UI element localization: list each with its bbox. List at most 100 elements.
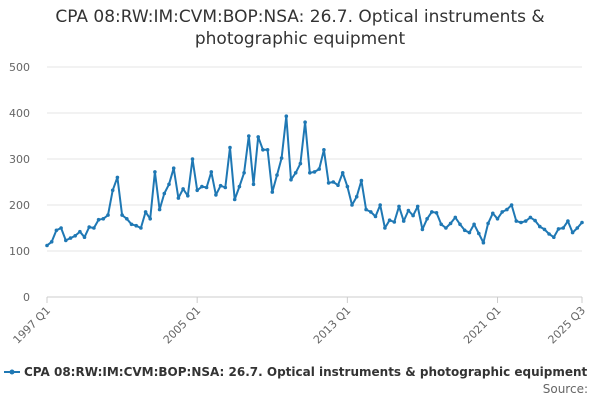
- data-point: [359, 178, 364, 183]
- data-point: [279, 156, 284, 160]
- data-point: [167, 182, 171, 187]
- data-point: [64, 238, 68, 243]
- data-point: [500, 210, 505, 214]
- x-axis: 1997 Q1 2005 Q1 2013 Q1 2021 Q1 2025 Q3: [11, 297, 589, 347]
- data-point: [509, 203, 514, 207]
- legend-label: CPA 08:RW:IM:CVM:BOP:NSA: 26.7. Optical …: [24, 365, 588, 379]
- data-point: [415, 204, 420, 209]
- data-point: [477, 231, 481, 236]
- data-point: [458, 222, 462, 227]
- data-point: [378, 203, 383, 207]
- data-point: [143, 210, 148, 214]
- data-point: [350, 203, 354, 207]
- data-point: [247, 134, 251, 138]
- data-point: [369, 210, 373, 214]
- data-point: [514, 219, 519, 223]
- x-tick-label: 2025 Q3: [546, 304, 589, 347]
- y-tick-label: 0: [23, 291, 30, 304]
- data-point: [49, 240, 54, 244]
- data-point: [209, 170, 214, 174]
- data-point: [317, 167, 322, 171]
- legend-swatch-marker: [9, 369, 15, 375]
- data-point: [364, 207, 368, 212]
- data-point: [293, 171, 298, 175]
- data-point: [519, 220, 523, 225]
- data-point: [392, 220, 397, 224]
- data-point: [495, 217, 500, 221]
- source-label: Source:: [542, 382, 588, 396]
- data-point: [214, 193, 218, 197]
- data-point: [232, 197, 237, 202]
- legend[interactable]: CPA 08:RW:IM:CVM:BOP:NSA: 26.7. Optical …: [4, 365, 588, 379]
- x-tick-label: 1997 Q1: [11, 304, 54, 347]
- data-point: [106, 213, 110, 217]
- data-point: [256, 135, 261, 139]
- data-point: [251, 182, 256, 187]
- data-point: [261, 148, 265, 152]
- data-point: [322, 148, 326, 152]
- data-point: [570, 230, 575, 235]
- data-point: [275, 173, 279, 177]
- data-point: [538, 224, 542, 229]
- data-point: [96, 217, 101, 222]
- series-group: [45, 114, 584, 248]
- y-tick-label: 400: [9, 107, 30, 120]
- data-point: [397, 204, 401, 209]
- data-point: [139, 226, 143, 230]
- data-point: [228, 145, 232, 150]
- data-point: [406, 208, 411, 213]
- data-point: [547, 232, 551, 236]
- data-point: [87, 225, 91, 229]
- data-point: [556, 227, 561, 231]
- data-point: [472, 222, 476, 227]
- data-point: [270, 190, 275, 194]
- data-point: [223, 185, 228, 190]
- y-axis: 0 100 200 300 400 500: [9, 61, 30, 304]
- data-point: [528, 215, 533, 220]
- data-point: [284, 114, 289, 118]
- data-point: [162, 191, 167, 196]
- data-point: [101, 217, 106, 221]
- data-point: [190, 157, 195, 161]
- data-point: [448, 221, 453, 226]
- data-point: [467, 230, 472, 235]
- data-point: [345, 184, 350, 189]
- data-point: [157, 207, 162, 212]
- data-point: [444, 226, 448, 230]
- data-point: [533, 218, 537, 223]
- data-point: [153, 170, 157, 174]
- data-point: [110, 188, 115, 193]
- data-point: [125, 217, 129, 221]
- x-tick-label: 2005 Q1: [161, 304, 204, 347]
- data-point: [134, 223, 138, 228]
- data-point: [115, 175, 120, 180]
- data-point: [237, 184, 242, 189]
- data-point: [542, 227, 547, 232]
- data-point: [434, 211, 439, 215]
- data-point: [383, 226, 387, 230]
- chart-title-line-2: photographic equipment: [194, 29, 406, 49]
- chart-title-line-1: CPA 08:RW:IM:CVM:BOP:NSA: 26.7. Optical …: [55, 7, 545, 27]
- chart-title: CPA 08:RW:IM:CVM:BOP:NSA: 26.7. Optical …: [0, 6, 600, 50]
- data-point: [59, 226, 63, 230]
- data-point: [575, 226, 580, 230]
- data-point: [566, 219, 570, 223]
- data-point: [420, 227, 425, 232]
- data-point: [486, 221, 490, 226]
- data-point: [129, 222, 134, 227]
- data-point: [218, 183, 223, 188]
- data-point: [308, 171, 312, 175]
- data-point: [78, 229, 82, 234]
- data-point: [505, 207, 509, 212]
- data-point: [331, 180, 336, 184]
- data-point: [242, 171, 246, 175]
- data-point: [453, 215, 458, 220]
- data-point: [289, 177, 293, 182]
- data-point: [561, 226, 565, 230]
- data-point: [481, 240, 486, 245]
- y-tick-label: 100: [9, 245, 30, 258]
- data-point: [491, 211, 495, 216]
- data-point: [200, 184, 204, 189]
- data-point: [439, 222, 444, 227]
